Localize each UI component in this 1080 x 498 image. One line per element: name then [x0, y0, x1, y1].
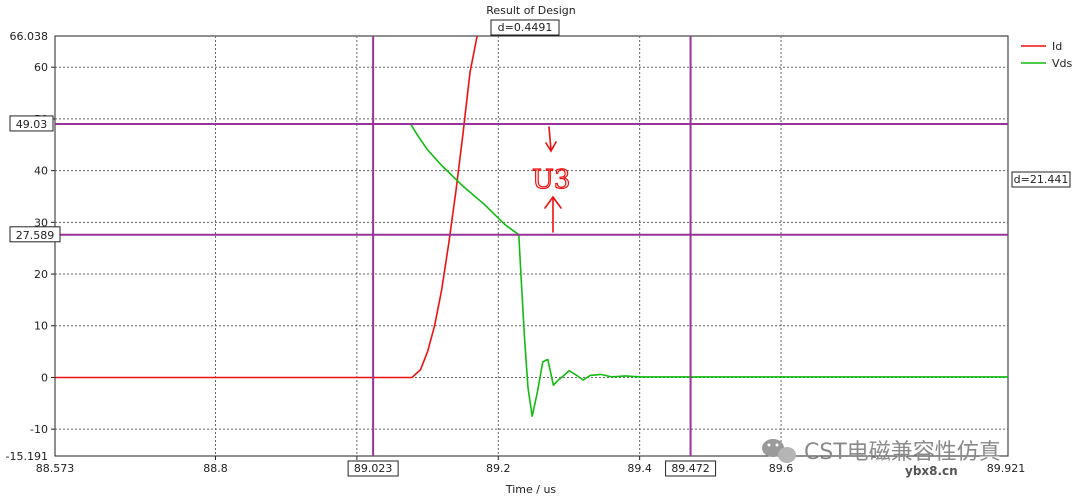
delta-x-label: d=0.4491	[498, 21, 553, 34]
x-tick-label: 89.6	[769, 462, 794, 475]
legend-label-vds: Vds	[1052, 57, 1073, 70]
watermark-site: ybx8.cn	[905, 464, 958, 478]
series-line-id	[55, 36, 478, 379]
grid	[51, 36, 1008, 460]
plot-area	[54, 35, 1009, 457]
watermark: CST电磁兼容性仿真 ybx8.cn	[762, 439, 1001, 478]
x-tick-label: 88.8	[203, 462, 228, 475]
cursor-vertical-label: 89.472	[671, 462, 710, 475]
x-tick-label: 89.4	[627, 462, 652, 475]
y-min-label: -15.191	[6, 450, 48, 463]
y-tick-label: 20	[34, 268, 48, 281]
watermark-text: CST电磁兼容性仿真	[804, 440, 1001, 465]
y-tick-label: 60	[34, 61, 48, 74]
y-tick-label: 30	[34, 216, 48, 229]
x-min-label: 88.573	[36, 462, 75, 475]
cursor-label-box	[347, 460, 399, 477]
annotation-arrow-up	[544, 195, 562, 233]
cursor-label-box	[9, 115, 54, 132]
y-max-label: 66.038	[10, 30, 49, 43]
x-axis-label: Time / us	[505, 483, 557, 496]
annotation-text: U3	[532, 165, 570, 195]
x-max-label: 89.921	[987, 462, 1026, 475]
cursor-label-box	[9, 226, 61, 243]
series-line-vds	[55, 123, 1008, 418]
cursor-horizontal-label: 27.589	[16, 229, 55, 242]
y-tick-label: 40	[34, 165, 48, 178]
chart-title: Result of Design	[486, 4, 576, 17]
cursor-horizontal-label: 49.03	[16, 118, 48, 131]
cursor-label-box	[665, 460, 717, 477]
y-tick-label: 10	[34, 320, 48, 333]
x-tick-labels: 88.88989.289.489.6	[203, 462, 793, 475]
x-tick-label: 89.2	[486, 462, 511, 475]
y-tick-label: -10	[30, 423, 48, 436]
delta-y-label: d=21.441	[1014, 173, 1069, 186]
y-tick-label: 0	[41, 371, 48, 384]
annotation-arrow-down	[545, 126, 557, 153]
delta-y-box	[1011, 171, 1071, 188]
cursor-layer[interactable]: 49.03 27.589 89.023 89.472	[9, 36, 1008, 477]
series-layer	[55, 36, 1008, 418]
cursor-vertical-label: 89.023	[354, 462, 393, 475]
legend-label-id: Id	[1052, 40, 1062, 53]
delta-x-box	[490, 19, 560, 36]
wechat-icon	[762, 439, 796, 463]
legend: Id Vds	[1021, 40, 1073, 70]
handwritten-annotation: U3	[531, 126, 571, 233]
